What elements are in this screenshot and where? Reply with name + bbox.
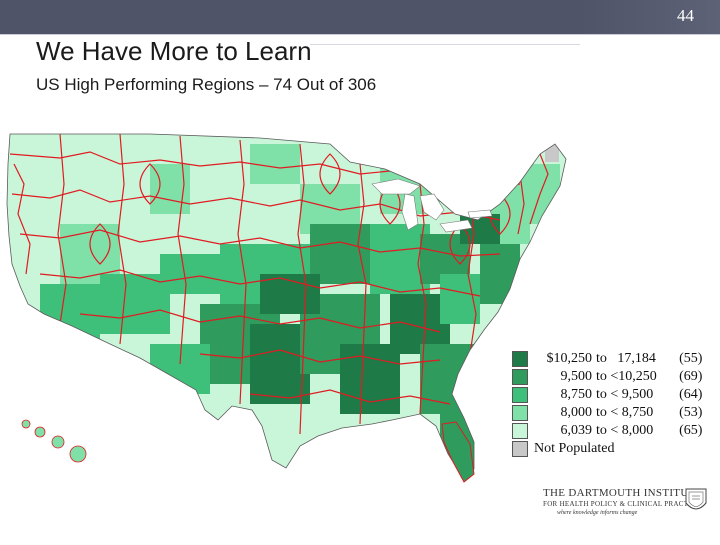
legend-count: (53) [679, 405, 703, 420]
legend-row-not-populated: Not Populated [512, 440, 712, 458]
legend-from: 8,750 [560, 387, 593, 402]
legend-count: (69) [679, 369, 703, 384]
map-regions [7, 134, 566, 476]
title-rule [310, 44, 580, 45]
legend-from: 9,500 [560, 369, 593, 384]
header-accent [578, 0, 720, 34]
great-lakes [371, 178, 493, 233]
logo-tagline: where knowledge informs change [557, 510, 638, 516]
legend-row: 8,000 to < 8,750 (53) [512, 404, 712, 422]
legend-swatch [512, 387, 528, 403]
legend-from: 8,000 [560, 405, 593, 420]
legend-swatch [512, 369, 528, 385]
page-number: 44 [677, 6, 694, 25]
map-svg [6, 133, 567, 483]
slide-title: We Have More to Learn [36, 36, 312, 66]
legend-to: to < 9,500 [596, 387, 654, 402]
legend-from: 6,039 [560, 423, 593, 438]
legend-row: 6,039 to < 8,000 (65) [512, 422, 712, 440]
legend-to: to <10,250 [596, 369, 657, 384]
legend-row: 8,750 to < 9,500 (64) [512, 386, 712, 404]
hawaii-islands [21, 419, 87, 463]
legend-to: to < 8,000 [596, 423, 654, 438]
slide-subtitle: US High Performing Regions – 74 Out of 3… [36, 75, 377, 94]
legend-count: (64) [679, 387, 703, 402]
legend-to: to < 8,750 [596, 405, 654, 420]
us-choropleth-map [0, 124, 720, 540]
legend-swatch [512, 351, 528, 367]
legend-count: (65) [679, 423, 703, 438]
map-legend: $10,250 to 17,184 (55) 9,500 to <10,250 … [512, 350, 712, 458]
legend-swatch [512, 405, 528, 421]
header-rule [0, 34, 720, 35]
logo-line2: FOR HEALTH POLICY & CLINICAL PRACTICE [543, 500, 701, 508]
legend-from: $10,250 [546, 351, 593, 366]
legend-swatch [512, 423, 528, 439]
dartmouth-institute-logo: THE DARTMOUTH INSTITUTE FOR HEALTH POLIC… [543, 487, 713, 527]
florida-region [441, 421, 475, 483]
legend-row: 9,500 to <10,250 (69) [512, 368, 712, 386]
legend-to: to 17,184 [596, 351, 656, 366]
logo-line1: THE DARTMOUTH INSTITUTE [543, 487, 703, 499]
legend-row: $10,250 to 17,184 (55) [512, 350, 712, 368]
legend-count: (55) [679, 351, 703, 366]
legend-swatch [512, 441, 528, 457]
legend-not-populated-label: Not Populated [534, 441, 615, 456]
seal-icon [685, 488, 707, 510]
